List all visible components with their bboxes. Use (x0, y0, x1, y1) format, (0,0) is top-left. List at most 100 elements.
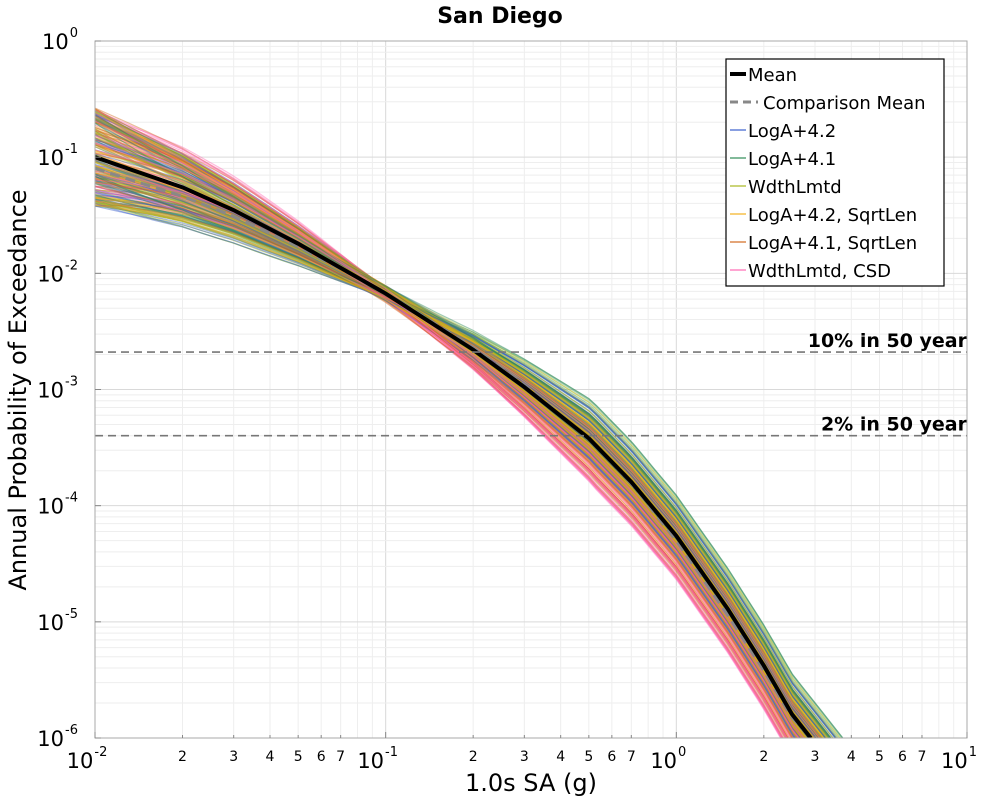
branch-curve (95, 178, 793, 738)
branch-curve (95, 139, 786, 738)
branch-curve (95, 172, 820, 738)
branch-curve (95, 142, 788, 738)
branch-curve (95, 192, 792, 738)
branch-curve (95, 190, 784, 738)
branch-curve (95, 135, 798, 738)
y-tick-label: 10-5 (37, 607, 78, 635)
branch-curve (95, 124, 795, 738)
branch-curve (95, 142, 809, 738)
branch-curve (95, 177, 789, 738)
branch-curve (95, 174, 824, 738)
branch-curve (95, 161, 829, 738)
branch-curve (95, 182, 817, 738)
branch-curve (95, 158, 832, 738)
x-tick-label: 2 (469, 749, 478, 765)
branch-curve (95, 165, 783, 738)
branch-curve (95, 134, 789, 738)
branch-curve (95, 166, 809, 738)
branch-curve (95, 117, 802, 738)
branch-curve (95, 175, 791, 738)
branch-curve (95, 122, 783, 738)
branch-curve (95, 144, 821, 738)
branch-curve (95, 195, 820, 738)
branch-curve (95, 137, 814, 738)
branch-curve (95, 151, 792, 738)
branch-curve (95, 109, 824, 738)
branch-curve (95, 160, 831, 738)
branch-curve (95, 137, 823, 738)
legend-label: LogA+4.1 (748, 149, 836, 170)
branch-curve (95, 163, 811, 738)
y-tick-label: 10-6 (37, 723, 78, 751)
branch-curve (95, 182, 793, 738)
branch-curve (95, 174, 813, 738)
branch-curve (95, 167, 806, 738)
mean-curve (95, 155, 813, 738)
branch-curve (95, 197, 793, 738)
branch-curve (95, 128, 830, 738)
legend-label: LogA+4.1, SqrtLen (748, 233, 917, 254)
x-tick-label: 4 (556, 749, 565, 765)
branch-curve (95, 173, 799, 738)
branch-curve (95, 122, 821, 738)
branch-curve (95, 118, 819, 738)
branch-curve (95, 205, 827, 738)
branch-curve (95, 168, 815, 738)
branch-curve (95, 111, 824, 738)
branch-curve (95, 194, 822, 738)
branch-curve (95, 107, 822, 738)
branch-curve (95, 183, 789, 738)
x-tick-exponent: -1 (385, 745, 398, 760)
branch-curve (95, 162, 803, 738)
branch-curve (95, 112, 802, 738)
branch-curve (95, 197, 831, 738)
branch-curve (95, 178, 814, 738)
branch-curve (95, 182, 808, 738)
branch-curve (95, 139, 793, 738)
branch-curve (95, 108, 827, 738)
branch-curve (95, 182, 795, 738)
x-tick-exponent: 0 (678, 745, 686, 760)
branch-curve (95, 149, 797, 738)
branch-curve (95, 132, 834, 738)
branch-curve (95, 202, 837, 738)
branch-curve (95, 201, 813, 738)
branch-curve (95, 196, 811, 738)
branch-curve (95, 172, 798, 738)
branch-curve (95, 159, 789, 738)
y-tick-label: 10-3 (37, 375, 78, 403)
x-tick-label: 101 (941, 745, 977, 773)
branch-curve (95, 202, 827, 738)
branch-curve (95, 197, 808, 738)
branch-curve (95, 165, 808, 738)
branch-curve (95, 140, 796, 738)
branch-curve (95, 204, 817, 738)
legend-label: Mean (748, 65, 797, 86)
branch-curve (95, 149, 817, 738)
branch-curve (95, 165, 819, 738)
x-tick-label: 10-2 (67, 745, 108, 773)
branch-curve (95, 194, 796, 738)
branch-curve (95, 176, 806, 738)
branch-curve (95, 198, 843, 738)
y-axis-label: Annual Probability of Exceedance (4, 189, 32, 590)
branch-curve (95, 112, 820, 738)
branch-curve (95, 176, 838, 738)
branch-curve (95, 178, 830, 738)
x-tick-label: 2 (759, 749, 768, 765)
branch-curve (95, 131, 838, 738)
mean-curves (95, 155, 813, 738)
branch-curve (95, 179, 795, 738)
branch-curve (95, 191, 800, 738)
y-tick-exponent: -5 (65, 607, 78, 622)
branch-curve (95, 195, 789, 738)
branch-curve (95, 165, 808, 738)
branch-curve (95, 165, 831, 738)
branch-curve (95, 199, 804, 738)
branch-curve (95, 114, 795, 738)
branch-curve (95, 153, 828, 738)
branch-curve (95, 185, 796, 738)
branch-curve (95, 114, 834, 738)
branch-curve (95, 173, 830, 738)
